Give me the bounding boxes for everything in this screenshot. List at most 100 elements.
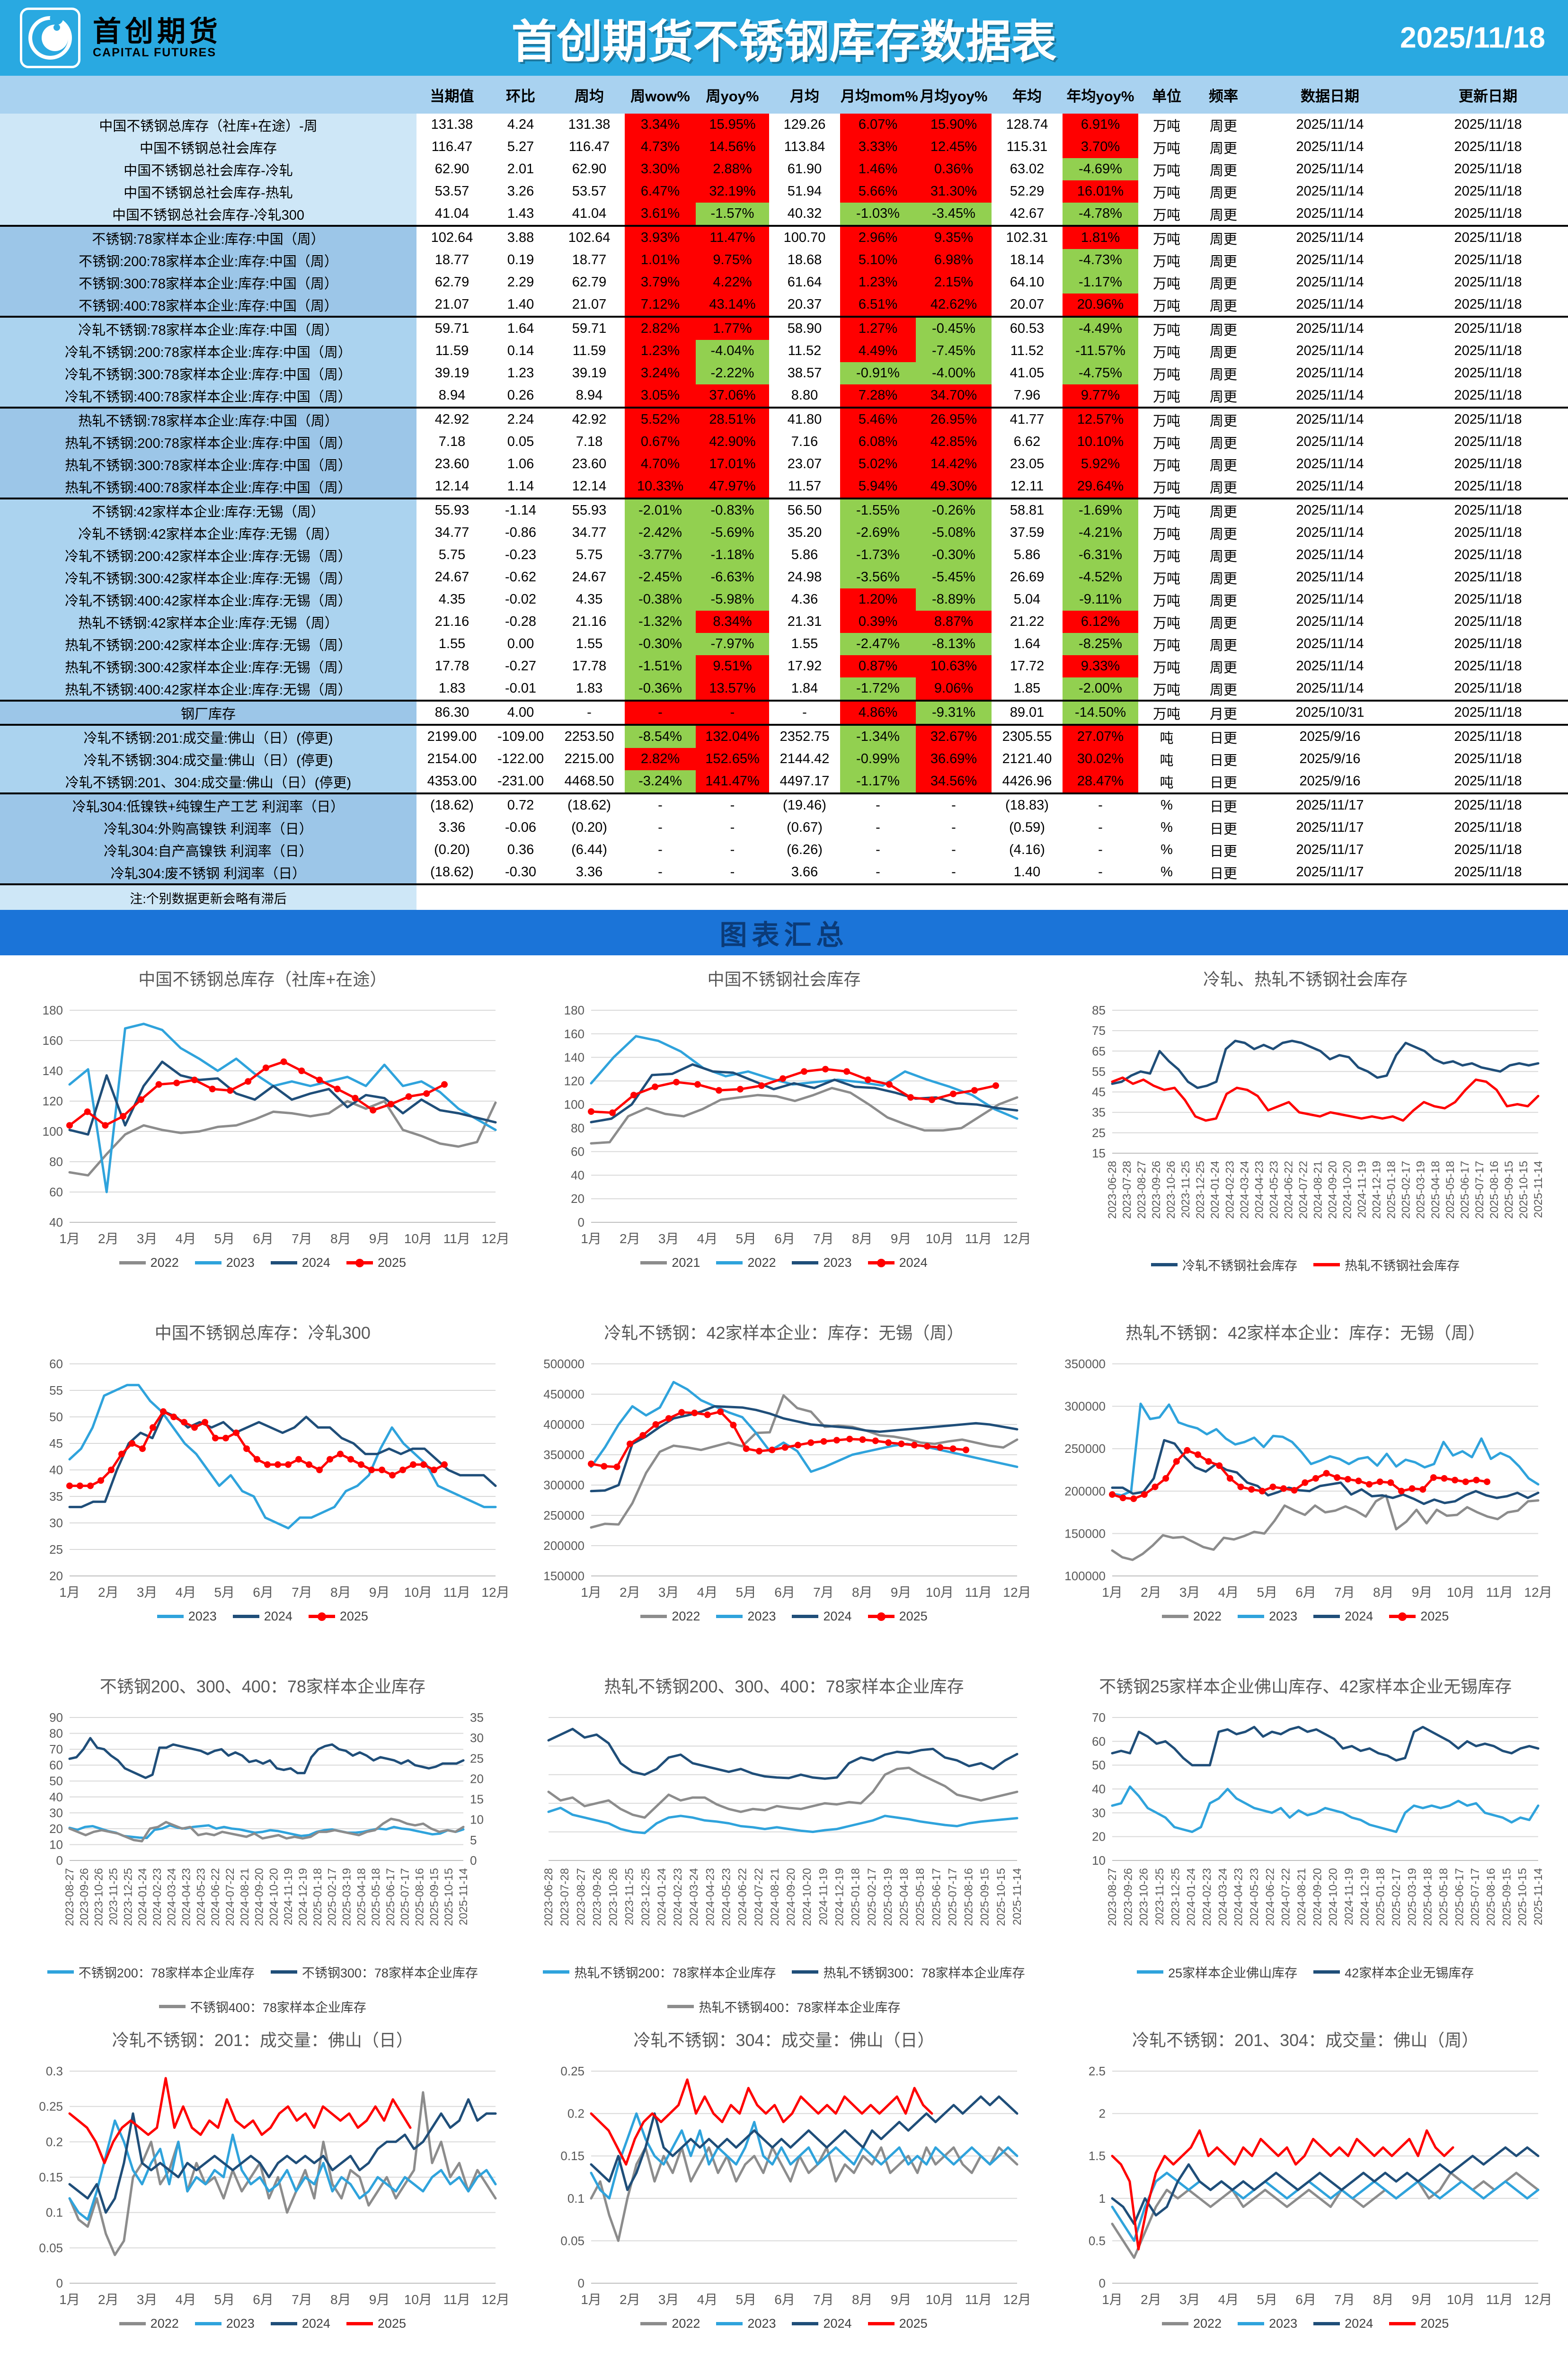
svg-text:40: 40 bbox=[571, 1168, 585, 1182]
table-cell: 4.24 bbox=[487, 114, 554, 136]
table-row: 不锈钢:200:78家样本企业:库存:中国（周） 18.77 0.19 18.77 1.… bbox=[0, 249, 1568, 271]
table-cell: 36.69% bbox=[916, 748, 992, 770]
chart-plot: 0 0.05 0.1 0.15 0.2 0.25 0.3 1月 2月 3月 4月 5月 6月 7月 8月 9月… bbox=[39, 2064, 509, 2307]
legend-item: 2024 bbox=[868, 1255, 928, 1270]
chart-title: 热轧不锈钢200、300、400：78家样本企业库存 bbox=[604, 1677, 964, 1697]
table-cell: 14.42% bbox=[916, 453, 992, 475]
table-cell: 日更 bbox=[1195, 861, 1252, 884]
svg-text:5月: 5月 bbox=[735, 2292, 756, 2307]
table-cell: 2025/11/14 bbox=[1252, 588, 1408, 611]
svg-text:2.5: 2.5 bbox=[1089, 2064, 1106, 2078]
svg-text:0: 0 bbox=[577, 2276, 584, 2290]
legend-swatch-icon bbox=[1151, 1263, 1178, 1266]
table-cell: 17.72 bbox=[992, 655, 1063, 677]
chart-plot: 40 60 80 100 120 140 160 180 1月 2月 3月 4月 5月 6月 7月 8月 9月 1… bbox=[42, 1003, 509, 1246]
table-cell: 8.87% bbox=[916, 611, 992, 633]
table-row: 冷轧不锈钢:78家样本企业:库存:中国（周） 59.71 1.64 59.71 2.82… bbox=[0, 316, 1568, 340]
row-label: 热轧不锈钢:400:42家样本企业:库存:无锡（周） bbox=[0, 677, 416, 701]
table-cell: -8.13% bbox=[916, 633, 992, 655]
svg-text:50: 50 bbox=[49, 1410, 63, 1424]
svg-text:10: 10 bbox=[1092, 1853, 1106, 1868]
svg-text:2024-10-20: 2024-10-20 bbox=[1327, 1868, 1340, 1926]
chart-12: 冷轧不锈钢：201、304：成交量：佛山（周） 0 0.5 1 1.5 2 2.5 1月 2月 3… bbox=[1045, 2019, 1566, 2367]
svg-text:2024-06-22: 2024-06-22 bbox=[1264, 1868, 1276, 1926]
table-cell: 2025/11/17 bbox=[1252, 839, 1408, 861]
legend-item: 2023 bbox=[1238, 1609, 1297, 1624]
table-cell: -0.38% bbox=[625, 588, 696, 611]
svg-text:3月: 3月 bbox=[137, 1231, 158, 1246]
svg-text:6月: 6月 bbox=[774, 2292, 795, 2307]
table-cell: 2025/11/17 bbox=[1252, 817, 1408, 839]
table-cell: 12.14 bbox=[416, 475, 487, 498]
table-row: 热轧不锈钢:42家样本企业:库存:无锡（周） 21.16 -0.28 21.16 -1.… bbox=[0, 611, 1568, 633]
svg-text:1月: 1月 bbox=[1102, 2292, 1123, 2307]
table-cell: 53.57 bbox=[554, 180, 625, 203]
table-cell: 42.92 bbox=[554, 407, 625, 431]
svg-text:10: 10 bbox=[470, 1813, 484, 1827]
legend-label: 2025 bbox=[1420, 1609, 1449, 1623]
legend-item: 热轧不锈钢400：78家样本企业库存 bbox=[667, 1997, 901, 2016]
table-cell: 2025/11/18 bbox=[1408, 225, 1568, 249]
svg-text:2023-07-28: 2023-07-28 bbox=[558, 1868, 571, 1926]
table-cell: 6.51% bbox=[840, 294, 916, 317]
table-cell: 27.07% bbox=[1063, 724, 1138, 748]
svg-text:2024-05-23: 2024-05-23 bbox=[1248, 1868, 1261, 1926]
table-cell: 2.82% bbox=[625, 316, 696, 340]
table-cell: 万吨 bbox=[1138, 677, 1195, 701]
column-header: 频率 bbox=[1195, 76, 1252, 114]
svg-text:2024-12-19: 2024-12-19 bbox=[1358, 1868, 1371, 1926]
table-cell: - bbox=[1063, 792, 1138, 817]
row-label: 热轧不锈钢:300:78家样本企业:库存:中国（周） bbox=[0, 453, 416, 475]
column-header bbox=[0, 76, 416, 114]
logo-text: 首创期货 CAPITAL FUTURES bbox=[93, 17, 221, 59]
chart-plot: 150000 200000 250000 300000 350000 400000 4500… bbox=[543, 1357, 1031, 1600]
table-cell: 2025/9/16 bbox=[1252, 724, 1408, 748]
legend-swatch-icon bbox=[1313, 1263, 1340, 1266]
svg-text:8月: 8月 bbox=[1373, 2292, 1394, 2307]
svg-text:11月: 11月 bbox=[443, 1585, 470, 1600]
table-cell: 2025/11/14 bbox=[1252, 475, 1408, 498]
table-cell: - bbox=[625, 839, 696, 861]
svg-text:35: 35 bbox=[49, 1489, 63, 1504]
svg-text:2023-11-25: 2023-11-25 bbox=[107, 1868, 120, 1925]
svg-text:7月: 7月 bbox=[1334, 1585, 1355, 1600]
table-cell: 2025/11/14 bbox=[1252, 136, 1408, 158]
row-label: 冷轧不锈钢:400:78家样本企业:库存:中国（周） bbox=[0, 384, 416, 408]
table-row: 热轧不锈钢:300:78家样本企业:库存:中国（周） 23.60 1.06 23.60… bbox=[0, 453, 1568, 475]
column-header: 更新日期 bbox=[1408, 76, 1568, 114]
svg-text:2023-12-25: 2023-12-25 bbox=[1169, 1868, 1182, 1926]
table-cell: 4.22% bbox=[696, 271, 769, 294]
table-cell: 141.47% bbox=[696, 770, 769, 793]
table-cell: -1.32% bbox=[625, 611, 696, 633]
svg-text:35: 35 bbox=[470, 1710, 484, 1725]
column-header: 数据日期 bbox=[1252, 76, 1408, 114]
table-cell: 2025/11/18 bbox=[1408, 724, 1568, 748]
table-cell: 41.77 bbox=[992, 407, 1063, 431]
svg-text:7月: 7月 bbox=[292, 1231, 312, 1246]
row-label: 热轧不锈钢:200:42家样本企业:库存:无锡（周） bbox=[0, 633, 416, 655]
table-cell: -0.99% bbox=[840, 748, 916, 770]
table-cell: 日更 bbox=[1195, 748, 1252, 770]
table-cell: 1.55 bbox=[769, 633, 840, 655]
svg-text:60: 60 bbox=[49, 1357, 63, 1371]
svg-text:20: 20 bbox=[571, 1192, 585, 1206]
table-cell: 吨 bbox=[1138, 724, 1195, 748]
table-cell: -0.30% bbox=[916, 544, 992, 566]
legend-swatch-icon bbox=[1313, 1970, 1340, 1974]
svg-text:2024-07-22: 2024-07-22 bbox=[1280, 1868, 1293, 1926]
legend-item: 冷轧不锈钢社会库存 bbox=[1151, 1255, 1297, 1274]
table-cell: - bbox=[696, 700, 769, 725]
legend-label: 2024 bbox=[1345, 2316, 1373, 2331]
svg-text:8月: 8月 bbox=[330, 1231, 351, 1246]
table-cell: (18.62) bbox=[416, 792, 487, 817]
table-cell: 59.71 bbox=[554, 316, 625, 340]
table-cell: 2025/11/14 bbox=[1252, 611, 1408, 633]
table-cell: 万吨 bbox=[1138, 566, 1195, 588]
chart-6: 热轧不锈钢：42家样本企业：库存：无锡（周） 100000 150000 200000… bbox=[1045, 1312, 1566, 1665]
table-cell: 1.84 bbox=[769, 677, 840, 701]
table-cell: 23.60 bbox=[416, 453, 487, 475]
table-cell: -3.24% bbox=[625, 770, 696, 793]
svg-text:2023-11-25: 2023-11-25 bbox=[623, 1868, 636, 1925]
svg-text:2025-08-16: 2025-08-16 bbox=[962, 1868, 975, 1926]
legend-label: 2023 bbox=[226, 1255, 255, 1270]
